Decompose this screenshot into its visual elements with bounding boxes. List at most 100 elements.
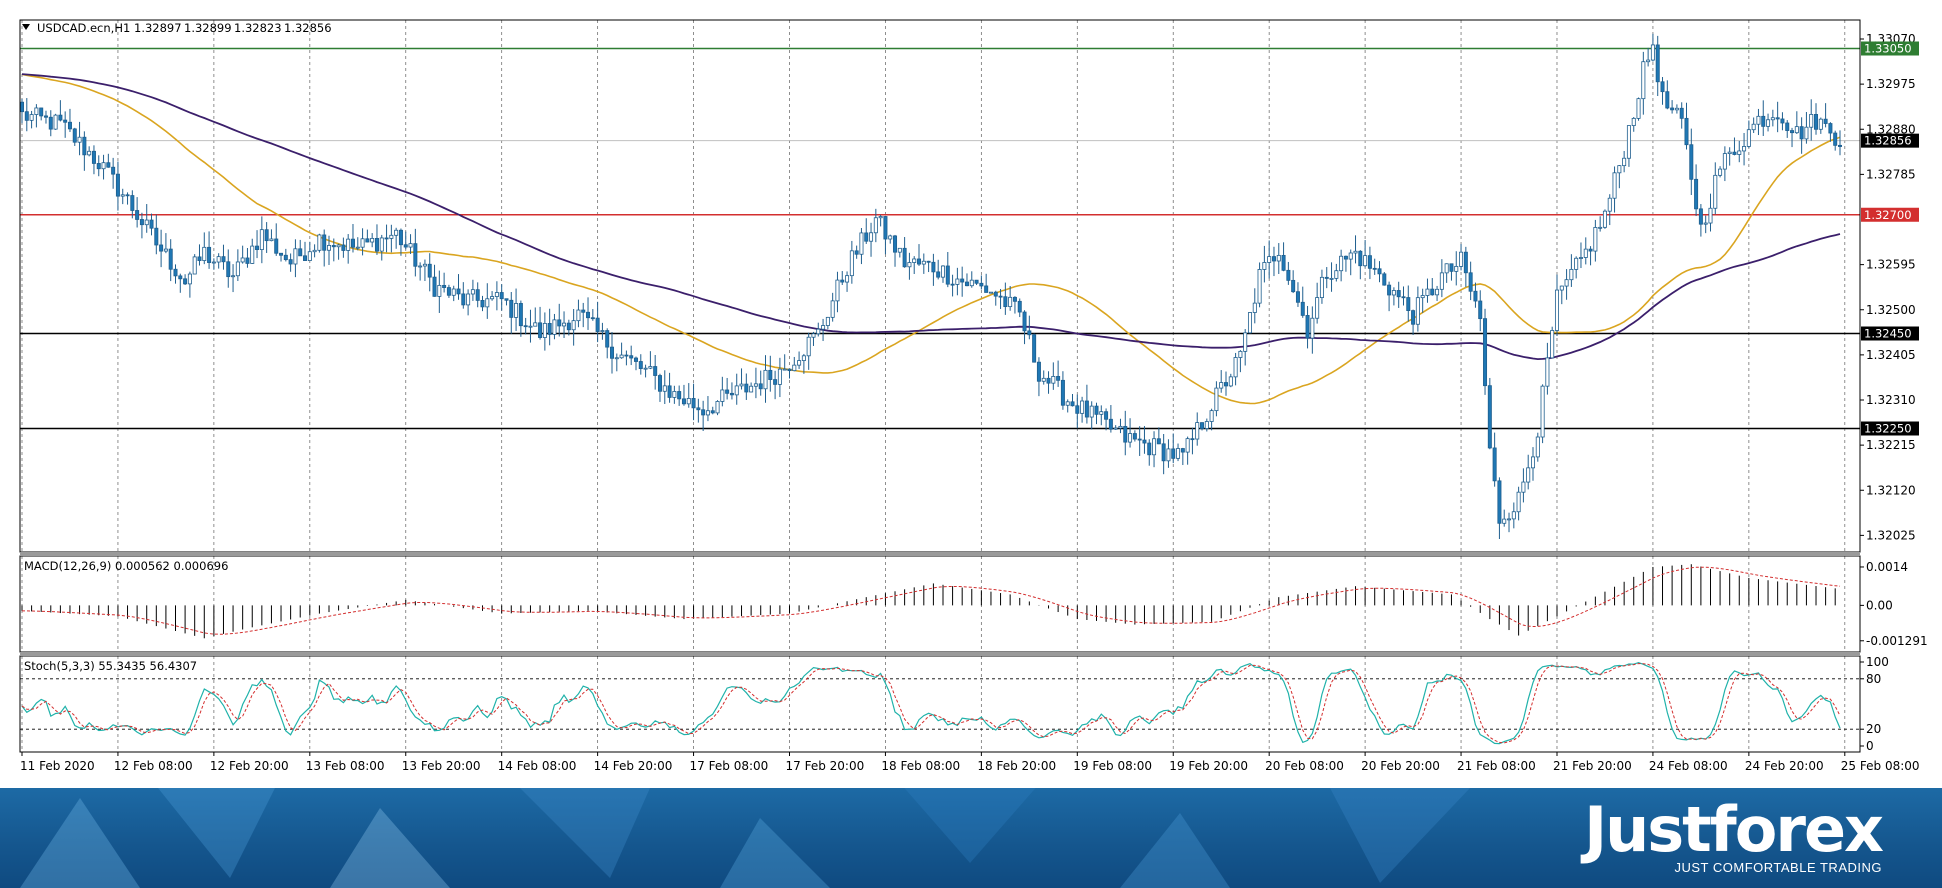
time-tick-label: 11 Feb 2020 <box>20 759 95 773</box>
candle-body <box>250 245 255 264</box>
support-resistance-levels <box>20 47 1860 430</box>
candle-body <box>1636 98 1641 119</box>
time-tick-label: 14 Feb 08:00 <box>498 759 577 773</box>
candle-body <box>940 265 945 278</box>
candle-body <box>845 275 850 283</box>
macd-label: MACD(12,26,9) 0.000562 0.000696 <box>24 559 228 573</box>
candle-body <box>211 261 216 264</box>
candle-body <box>686 398 691 405</box>
candle-body <box>768 369 773 380</box>
decor-shard <box>900 788 1040 863</box>
candle-body <box>1732 151 1737 155</box>
candle-body <box>1147 442 1152 456</box>
candle-body <box>461 293 466 306</box>
candle-body <box>624 354 629 357</box>
candle-body <box>355 246 360 249</box>
candle-body <box>1094 405 1099 415</box>
candle-body <box>1108 418 1113 430</box>
candle-body <box>1622 157 1627 167</box>
candle-body <box>1607 197 1612 212</box>
candle-body <box>413 243 418 267</box>
candle-body <box>638 361 643 369</box>
candle-body <box>926 260 931 263</box>
candle-body <box>29 114 34 121</box>
candle-body <box>1828 123 1833 134</box>
candle-body <box>130 195 135 211</box>
time-tick-label: 19 Feb 20:00 <box>1169 759 1248 773</box>
candle-body <box>288 259 293 265</box>
candle-body <box>667 385 672 398</box>
chart-background <box>0 0 1942 788</box>
candle-body <box>1756 115 1761 125</box>
candle-body <box>1036 361 1041 382</box>
candle-body <box>964 281 969 287</box>
ohlc-open: 1.32897 <box>134 21 182 35</box>
candle-body <box>1650 44 1655 61</box>
level-price-tag-label: 1.32250 <box>1864 422 1912 436</box>
candle-body <box>1626 125 1631 159</box>
candle-body <box>1219 382 1224 389</box>
candle-body <box>1027 330 1032 336</box>
candle-body <box>758 383 763 390</box>
candle-body <box>1502 518 1507 524</box>
stochastic-panel <box>20 661 1860 745</box>
candle-body <box>936 271 941 278</box>
candle-body <box>744 383 749 393</box>
brand-slogan: JUST COMFORTABLE TRADING <box>1674 860 1882 875</box>
candle-body <box>307 251 312 261</box>
candle-body <box>178 275 183 280</box>
candle-body <box>111 166 116 175</box>
time-tick-label: 12 Feb 08:00 <box>114 759 193 773</box>
candle-body <box>974 279 979 284</box>
candle-body <box>1746 129 1751 147</box>
candle-body <box>701 409 706 416</box>
candle-body <box>240 257 245 263</box>
level-price-tag <box>1861 41 1919 56</box>
candle-body <box>581 309 586 313</box>
candle-body <box>279 252 284 256</box>
candle-body <box>523 325 528 328</box>
stoch-tick-label: 100 <box>1866 655 1889 669</box>
candle-body <box>614 357 619 360</box>
candle-body <box>63 119 68 123</box>
candle-body <box>1483 318 1488 387</box>
candle-body <box>1017 300 1022 313</box>
price-tick-label: 1.32880 <box>1866 122 1916 136</box>
candle-body <box>144 219 149 226</box>
candle-body <box>1708 207 1713 224</box>
candle-body <box>1698 208 1703 225</box>
candle-body <box>326 245 331 251</box>
candle-body <box>1190 438 1195 441</box>
candle-body <box>43 115 48 118</box>
candle-body <box>303 255 308 261</box>
candle-body <box>427 263 432 278</box>
candle-body <box>139 219 144 226</box>
decor-shard <box>330 808 450 888</box>
price-tick-label: 1.32120 <box>1866 483 1916 497</box>
candle-body <box>106 162 111 168</box>
time-tick-label: 17 Feb 08:00 <box>690 759 769 773</box>
time-tick-label: 20 Feb 20:00 <box>1361 759 1440 773</box>
candle-body <box>1564 279 1569 287</box>
candle-body <box>1598 226 1603 229</box>
candle-body <box>854 250 859 255</box>
time-tick-label: 20 Feb 08:00 <box>1265 759 1344 773</box>
dropdown-triangle-icon[interactable] <box>22 24 30 30</box>
candle-body <box>1559 285 1564 291</box>
candle-body <box>1689 144 1694 180</box>
candle-body <box>1550 330 1555 359</box>
candle-body <box>1300 301 1305 316</box>
candle-body <box>101 162 106 170</box>
candle-body <box>1319 276 1324 298</box>
candle-body <box>1554 289 1559 331</box>
candle-body <box>1156 438 1161 445</box>
level-price-tag <box>1861 326 1919 341</box>
candle-body <box>96 163 101 170</box>
candle-body <box>859 232 864 255</box>
candle-body <box>374 237 379 252</box>
chart-grid <box>21 20 1846 752</box>
candle-body <box>1521 481 1526 493</box>
macd-tick-label: 0.00 <box>1866 598 1893 612</box>
candle-body <box>1252 302 1257 313</box>
candle-body <box>475 289 480 301</box>
